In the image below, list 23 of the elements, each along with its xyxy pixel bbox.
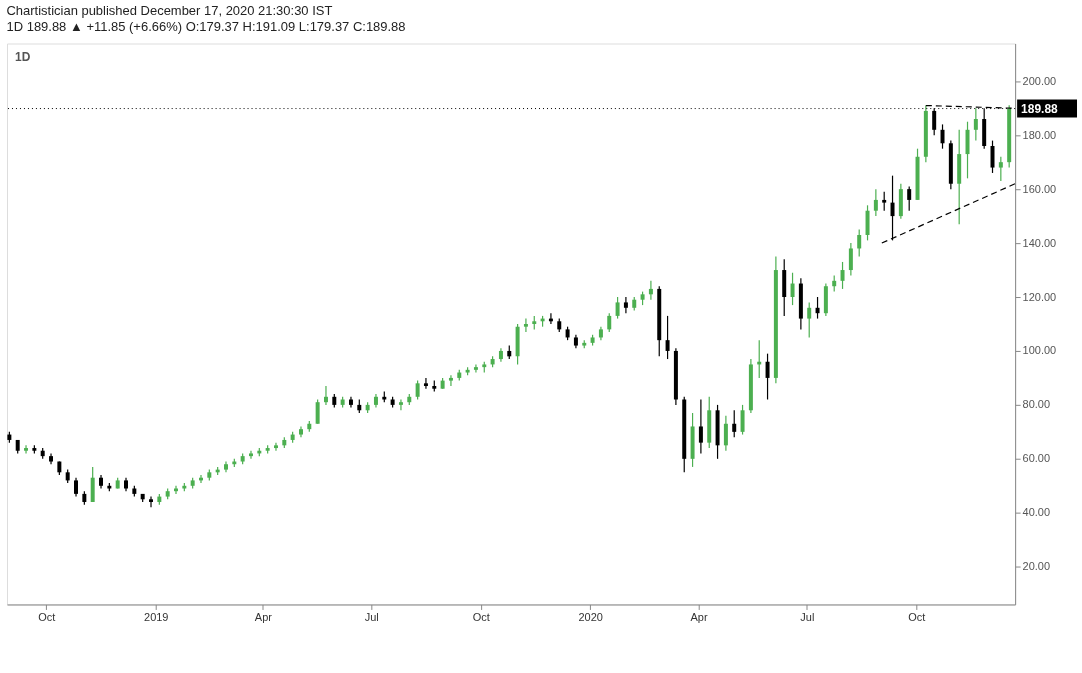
x-tick-label: Jul — [800, 610, 815, 623]
chart-subtitle: 1D 189.88 ▲ +11.85 (+6.66%) O:179.37 H:191.09 L:179.37 C:189.88 — [6, 18, 406, 34]
x-tick-label: 2020 — [578, 610, 603, 623]
y-tick-label: 120.00 — [1022, 290, 1057, 303]
ref-line-label: 189.88 — [1021, 101, 1059, 116]
y-tick-label: 140.00 — [1022, 236, 1057, 249]
x-tick-label: Oct — [38, 610, 56, 623]
y-tick-label: 160.00 — [1022, 182, 1057, 195]
chart-title: Chartistician published December 17, 2020 21:30:30 IST — [6, 2, 333, 18]
y-tick-label: 180.00 — [1022, 128, 1057, 141]
y-tick-label: 40.00 — [1022, 506, 1051, 519]
x-tick-label: Apr — [690, 610, 708, 623]
x-tick-label: Apr — [254, 610, 273, 623]
y-tick-label: 80.00 — [1022, 398, 1051, 411]
y-tick-label: 20.00 — [1022, 560, 1051, 573]
y-tick-label: 200.00 — [1022, 74, 1057, 87]
y-tick-label: 100.00 — [1022, 344, 1057, 357]
x-tick-label: 2019 — [144, 610, 169, 623]
x-tick-label: Oct — [472, 610, 490, 623]
x-tick-label: Jul — [364, 610, 379, 623]
y-tick-label: 60.00 — [1022, 452, 1051, 465]
x-tick-label: Oct — [908, 610, 926, 623]
annotation: 1D — [14, 50, 31, 65]
